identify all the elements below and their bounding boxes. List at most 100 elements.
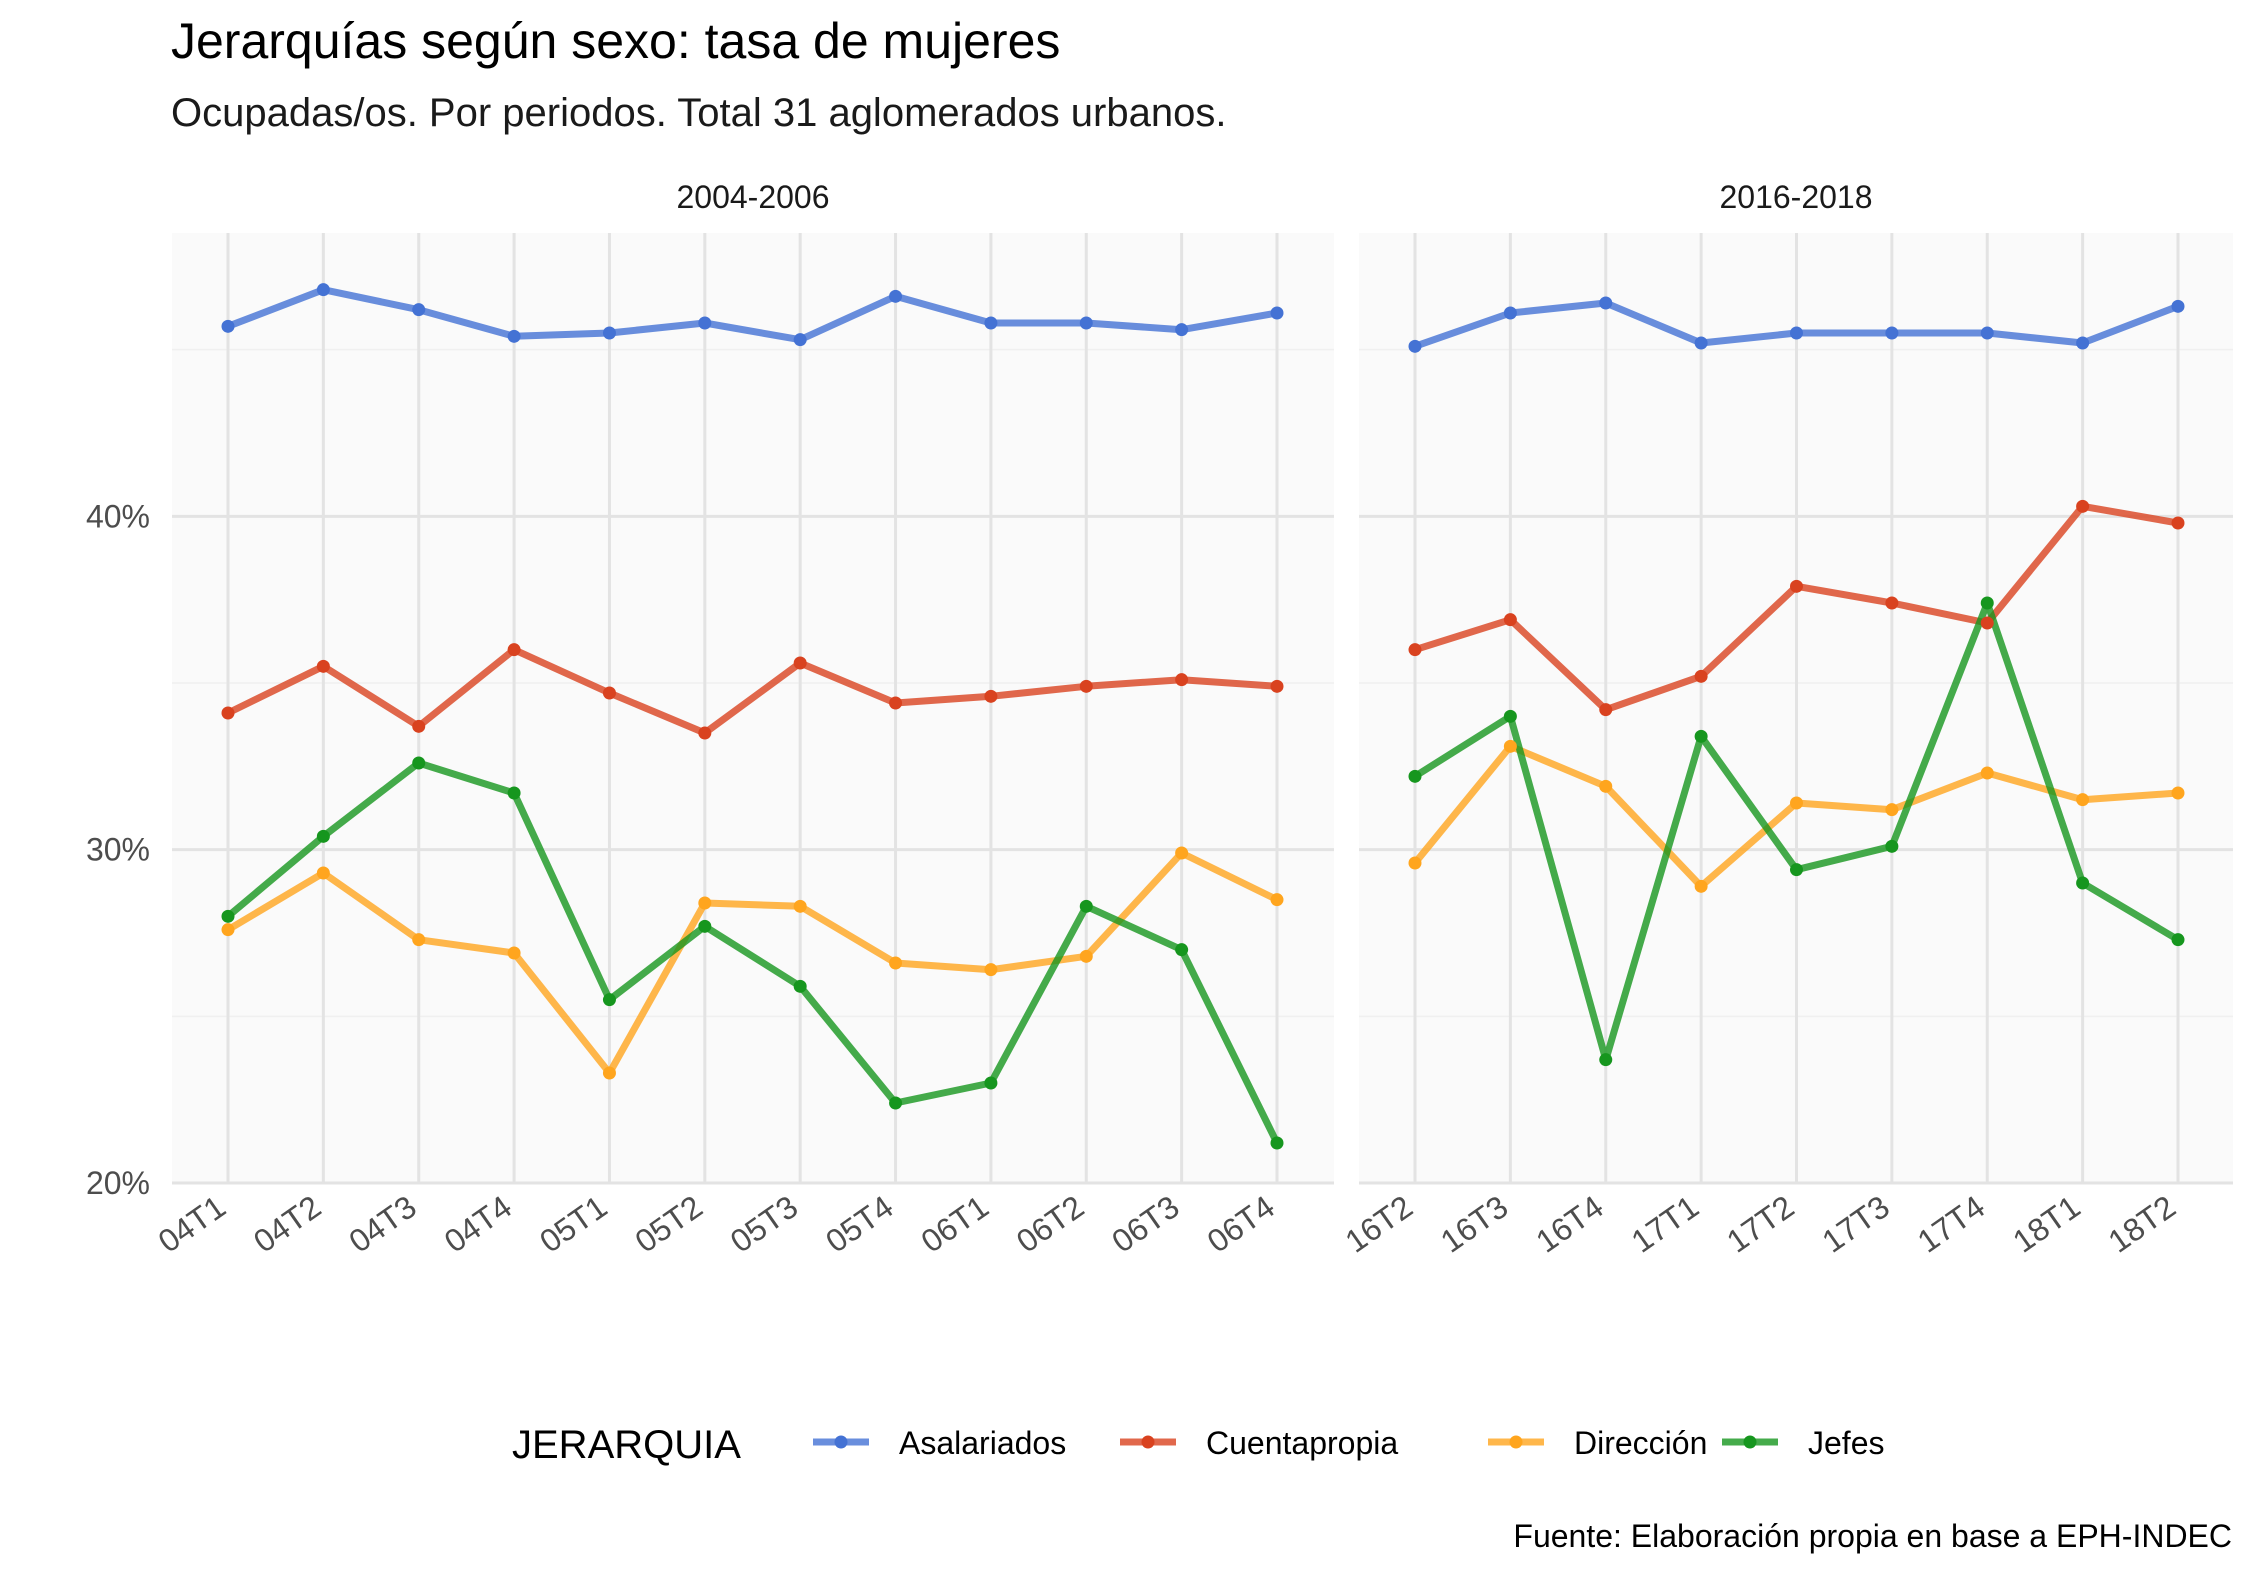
data-point-jefes xyxy=(221,909,235,923)
x-tick-label: 17T2 xyxy=(1720,1188,1800,1259)
data-point-asalariados xyxy=(1408,339,1422,353)
legend-key-point xyxy=(834,1435,848,1449)
data-point-cuentapropia xyxy=(2171,516,2185,530)
data-point-cuentapropia xyxy=(2076,499,2090,513)
y-tick-label: 20% xyxy=(86,1165,150,1201)
data-point-cuentapropia xyxy=(1885,596,1899,610)
x-tick-label: 04T1 xyxy=(152,1188,232,1259)
data-point-dirección xyxy=(889,956,903,970)
data-point-dirección xyxy=(1079,949,1093,963)
data-point-cuentapropia xyxy=(793,656,807,670)
x-tick-label: 17T4 xyxy=(1911,1188,1991,1259)
data-point-asalariados xyxy=(316,283,330,297)
data-point-cuentapropia xyxy=(507,643,521,657)
data-point-cuentapropia xyxy=(698,726,712,740)
series-line-cuentapropia xyxy=(224,646,1281,737)
data-point-asalariados xyxy=(1694,336,1708,350)
data-point-jefes xyxy=(1694,729,1708,743)
data-point-cuentapropia xyxy=(1270,679,1284,693)
x-tick-label: 06T1 xyxy=(915,1188,995,1259)
data-point-dirección xyxy=(1980,766,1994,780)
data-point-dirección xyxy=(221,923,235,937)
data-point-asalariados xyxy=(1175,323,1189,337)
data-point-dirección xyxy=(507,946,521,960)
data-point-jefes xyxy=(1503,709,1517,723)
facet-panel-1: 2004-2006 04T1 04T2 04T3 04T4 05T1 05T2 05T3 05T… xyxy=(152,179,1334,1260)
data-point-cuentapropia xyxy=(221,706,235,720)
x-tick-label: 05T3 xyxy=(724,1188,804,1259)
data-point-asalariados xyxy=(1599,296,1613,310)
data-point-jefes xyxy=(1599,1053,1613,1067)
data-point-dirección xyxy=(1175,846,1189,860)
data-point-jefes xyxy=(889,1096,903,1110)
y-tick-label: 30% xyxy=(86,832,150,868)
facet-panels: 2004-2006 04T1 04T2 04T3 04T4 05T1 05T2 05T3 05T… xyxy=(152,179,2233,1260)
legend-label: Jefes xyxy=(1808,1425,1884,1461)
data-point-asalariados xyxy=(1790,326,1803,340)
data-point-asalariados xyxy=(2171,299,2185,313)
panel-background xyxy=(172,233,1334,1183)
data-point-cuentapropia xyxy=(1503,613,1517,627)
data-point-jefes xyxy=(1270,1136,1284,1150)
data-point-dirección xyxy=(1503,739,1517,753)
legend-item-cuentapropia: Cuentapropia xyxy=(1120,1425,1398,1461)
data-point-cuentapropia xyxy=(1599,703,1613,717)
data-point-asalariados xyxy=(793,333,807,347)
legend-item-asalariados: Asalariados xyxy=(813,1425,1066,1461)
facet-strip-label: 2016-2018 xyxy=(1719,179,1872,215)
data-point-asalariados xyxy=(1503,306,1517,320)
legend: JERARQUIA Asalariados Cuentapropia Direcci… xyxy=(512,1423,1884,1467)
x-tick-label: 04T3 xyxy=(342,1188,422,1259)
x-tick-label: 16T2 xyxy=(1339,1188,1419,1259)
data-point-jefes xyxy=(1885,839,1899,853)
legend-key-point xyxy=(1509,1435,1523,1449)
data-point-dirección xyxy=(2171,786,2185,800)
x-tick-label: 06T2 xyxy=(1010,1188,1090,1259)
data-point-dirección xyxy=(316,866,330,880)
y-axis: 20% 30% 40% xyxy=(86,498,150,1201)
x-tick-label: 06T4 xyxy=(1201,1188,1281,1259)
x-tick-label: 18T1 xyxy=(2006,1188,2086,1259)
data-point-jefes xyxy=(1790,863,1803,877)
x-tick-label: 17T1 xyxy=(1625,1188,1705,1259)
data-point-dirección xyxy=(2076,793,2090,807)
data-point-cuentapropia xyxy=(1694,669,1708,683)
data-point-cuentapropia xyxy=(984,689,998,703)
data-point-dirección xyxy=(1885,803,1899,817)
data-point-dirección xyxy=(1694,879,1708,893)
data-point-asalariados xyxy=(412,303,426,317)
x-tick-label: 18T2 xyxy=(2102,1188,2182,1259)
data-point-cuentapropia xyxy=(1980,616,1994,630)
data-point-dirección xyxy=(602,1066,616,1080)
data-point-jefes xyxy=(412,756,426,770)
data-point-cuentapropia xyxy=(1408,643,1422,657)
x-tick-label: 17T3 xyxy=(1815,1188,1895,1259)
data-point-jefes xyxy=(507,786,521,800)
chart-caption: Fuente: Elaboración propia en base a EPH… xyxy=(1513,1518,2232,1554)
data-point-jefes xyxy=(1980,596,1994,610)
x-tick-label: 04T4 xyxy=(438,1188,518,1259)
legend-key-point xyxy=(1141,1435,1155,1449)
data-point-dirección xyxy=(1599,779,1613,793)
data-point-cuentapropia xyxy=(889,696,903,710)
data-point-cuentapropia xyxy=(1790,579,1803,593)
y-tick-label: 40% xyxy=(86,498,150,534)
data-point-cuentapropia xyxy=(1175,673,1189,687)
data-point-dirección xyxy=(793,899,807,913)
x-tick-label: 16T4 xyxy=(1529,1188,1609,1259)
data-point-jefes xyxy=(1079,899,1093,913)
series-line-jefes xyxy=(224,759,1281,1147)
x-tick-label: 05T1 xyxy=(533,1188,613,1259)
legend-label: Cuentapropia xyxy=(1206,1425,1398,1461)
data-point-jefes xyxy=(984,1076,998,1090)
series-line-dirección xyxy=(224,849,1281,1077)
series-line-asalariados xyxy=(224,286,1281,344)
legend-label: Asalariados xyxy=(899,1425,1066,1461)
data-point-dirección xyxy=(1408,856,1422,870)
legend-label: Dirección xyxy=(1574,1425,1707,1461)
x-tick-label: 06T3 xyxy=(1105,1188,1185,1259)
legend-item-dirección: Dirección xyxy=(1488,1425,1707,1461)
data-point-jefes xyxy=(793,979,807,993)
